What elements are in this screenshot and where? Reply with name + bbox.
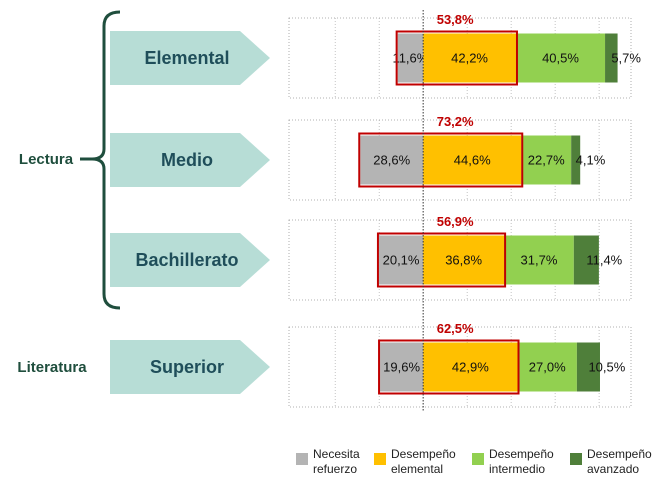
category-arrow xyxy=(110,233,270,287)
bar-segment xyxy=(517,342,577,392)
bar-segment xyxy=(378,235,424,285)
highlight-box xyxy=(395,30,518,86)
bar-segment xyxy=(576,342,600,392)
legend-item: Desempeño intermedio xyxy=(472,447,554,477)
bar-segment xyxy=(423,342,518,392)
value-label: 40,5% xyxy=(542,50,579,65)
group-label: Lectura xyxy=(19,151,74,168)
legend-label: Desempeño avanzado xyxy=(587,447,652,476)
total-label: 73,2% xyxy=(437,114,474,129)
value-label: 5,7% xyxy=(611,50,641,65)
bar-segment xyxy=(571,135,581,185)
value-label: 19,6% xyxy=(383,359,420,374)
value-label: 28,6% xyxy=(373,152,410,167)
legend-swatch xyxy=(296,453,308,465)
bar-segment xyxy=(605,33,618,83)
highlight-box xyxy=(358,132,524,188)
category-label: Bachillerato xyxy=(135,250,238,270)
value-label: 44,6% xyxy=(454,152,491,167)
panel xyxy=(288,326,632,408)
highlight-box xyxy=(376,232,507,288)
total-label: 62,5% xyxy=(437,321,474,336)
legend-swatch xyxy=(374,453,386,465)
total-label: 53,8% xyxy=(437,12,474,27)
category-label: Medio xyxy=(161,150,213,170)
category-label: Elemental xyxy=(144,48,229,68)
value-label: 36,8% xyxy=(445,252,482,267)
bar-segment xyxy=(573,235,599,285)
legend-item: Desempeño avanzado xyxy=(570,447,652,477)
value-label: 31,7% xyxy=(521,252,558,267)
bar-segment xyxy=(521,135,572,185)
value-label: 11,4% xyxy=(586,252,622,267)
legend-item: Necesita refuerzo xyxy=(296,447,375,477)
value-label: 27,0% xyxy=(529,359,566,374)
bar-segment xyxy=(504,235,574,285)
value-label: 42,2% xyxy=(451,50,488,65)
group-label: Literatura xyxy=(17,359,87,376)
value-label: 4,1% xyxy=(576,152,606,167)
legend-item: Desempeño elemental xyxy=(374,447,456,477)
bar-segment xyxy=(423,135,522,185)
value-label: 10,5% xyxy=(588,359,625,374)
bar-segment xyxy=(423,33,516,83)
bar-segment xyxy=(380,342,424,392)
panel xyxy=(288,17,632,99)
total-label: 56,9% xyxy=(437,214,474,229)
legend-swatch xyxy=(570,453,582,465)
value-label: 20,1% xyxy=(383,252,420,267)
legend-label: Desempeño elemental xyxy=(391,447,456,476)
value-label: 42,9% xyxy=(452,359,489,374)
legend-label: Necesita refuerzo xyxy=(313,447,360,476)
panel xyxy=(288,119,632,201)
bar-segment xyxy=(423,235,505,285)
category-label: Superior xyxy=(150,357,224,377)
bar-segment xyxy=(515,33,606,83)
category-arrow xyxy=(110,340,270,394)
legend-label: Desempeño intermedio xyxy=(489,447,554,476)
value-label: 11,6% xyxy=(392,50,428,65)
highlight-box xyxy=(378,339,520,395)
category-arrow xyxy=(110,31,270,85)
legend-swatch xyxy=(472,453,484,465)
panel xyxy=(288,219,632,301)
value-label: 22,7% xyxy=(528,152,565,167)
bar-segment xyxy=(360,135,424,185)
category-arrow xyxy=(110,133,270,187)
bar-segment xyxy=(397,33,424,83)
